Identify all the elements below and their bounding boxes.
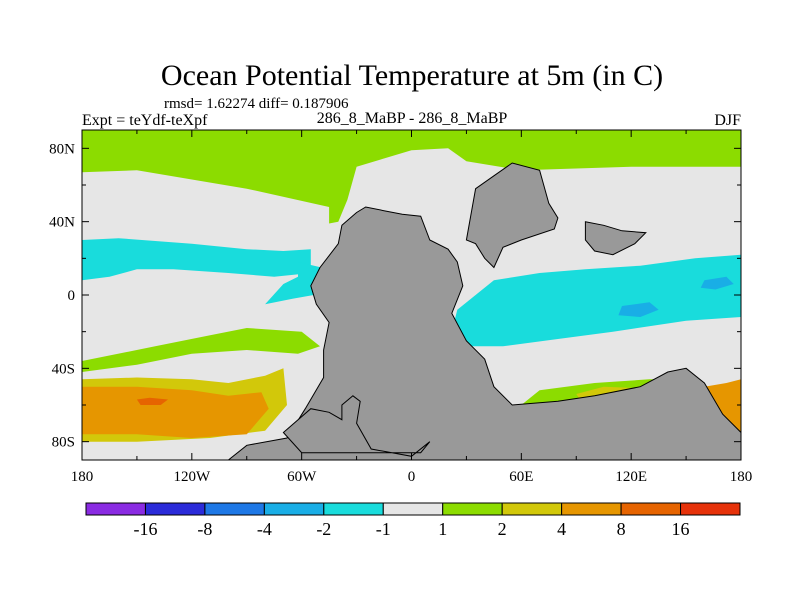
map-panel: 180 120W 60W 0 60E 120E 180 80N 40N 0 40S 80S bbox=[49, 129, 753, 485]
y-tick-label: 80N bbox=[49, 141, 75, 157]
x-tick-label: 180 bbox=[730, 469, 753, 485]
chart-title: Ocean Potential Temperature at 5m (in C) bbox=[161, 59, 663, 92]
contour-region-south-subtropic-green bbox=[82, 328, 320, 372]
x-tick-label: 60E bbox=[509, 469, 533, 485]
x-tick-label: 0 bbox=[408, 469, 416, 485]
colorbar-label: 16 bbox=[672, 519, 690, 539]
colorbar-swatch bbox=[382, 502, 444, 516]
land-cimmeria bbox=[584, 221, 647, 256]
colorbar-swatch bbox=[204, 502, 265, 516]
colorbar-label: 2 bbox=[498, 519, 507, 539]
colorbar-label: 8 bbox=[617, 519, 626, 539]
colorbar-label: 1 bbox=[438, 519, 447, 539]
contour-region-north-pacific-cool bbox=[82, 238, 311, 281]
x-tick-label: 60W bbox=[287, 469, 317, 485]
contour-region-north-high-lat-warm bbox=[82, 130, 741, 224]
colorbar-label: -4 bbox=[257, 519, 272, 539]
land-pangea-west bbox=[227, 206, 741, 460]
colorbar-swatch bbox=[85, 502, 146, 516]
colorbar-swatch bbox=[442, 502, 503, 516]
colorbar-swatch bbox=[680, 502, 741, 516]
y-axis: 80N 40N 0 40S 80S bbox=[49, 141, 741, 451]
land-weddell-ridge bbox=[282, 395, 431, 457]
colorbar-label: -8 bbox=[197, 519, 212, 539]
colorbar-label: -16 bbox=[133, 519, 157, 539]
colorbar-label: 4 bbox=[557, 519, 566, 539]
colorbar-label: -1 bbox=[376, 519, 391, 539]
case-label: 286_8_MaBP - 286_8_MaBP bbox=[317, 110, 508, 127]
x-tick-label: 180 bbox=[71, 469, 94, 485]
colorbar-swatch bbox=[263, 502, 325, 516]
x-tick-label: 120E bbox=[615, 469, 647, 485]
contour-region-southern-ocean-orange bbox=[82, 386, 269, 438]
y-tick-label: 40S bbox=[52, 361, 75, 377]
y-tick-label: 80S bbox=[52, 435, 75, 451]
y-tick-label: 0 bbox=[68, 288, 76, 304]
contour-region-southern-ocean-hot-spot bbox=[136, 397, 168, 405]
land-pangea-north bbox=[465, 162, 559, 269]
contour-region-east-indian-cold-spot bbox=[700, 276, 734, 290]
colorbar-swatch bbox=[144, 502, 206, 516]
x-tick-label: 120W bbox=[173, 469, 211, 485]
y-tick-label: 40N bbox=[49, 215, 75, 231]
colorbar-label: -2 bbox=[316, 519, 331, 539]
experiment-label: Expt = teYdf-teXpf bbox=[82, 112, 208, 129]
colorbar-swatch bbox=[620, 502, 682, 516]
colorbar-swatch bbox=[561, 502, 622, 516]
colorbar-swatch bbox=[501, 502, 563, 516]
season-label: DJF bbox=[714, 112, 741, 129]
colorbar: -16 -8 -4 -2 -1 1 2 4 8 16 bbox=[85, 502, 741, 539]
contour-region-indian-ocean-cool bbox=[451, 254, 741, 347]
contour-region-indian-ocean-cold-spot bbox=[618, 302, 659, 317]
x-axis: 180 120W 60W 0 60E 120E 180 bbox=[71, 130, 753, 485]
land-layer bbox=[227, 162, 741, 460]
stats-text: rmsd= 1.62274 diff= 0.187906 bbox=[164, 96, 349, 112]
colorbar-swatch bbox=[323, 502, 384, 516]
